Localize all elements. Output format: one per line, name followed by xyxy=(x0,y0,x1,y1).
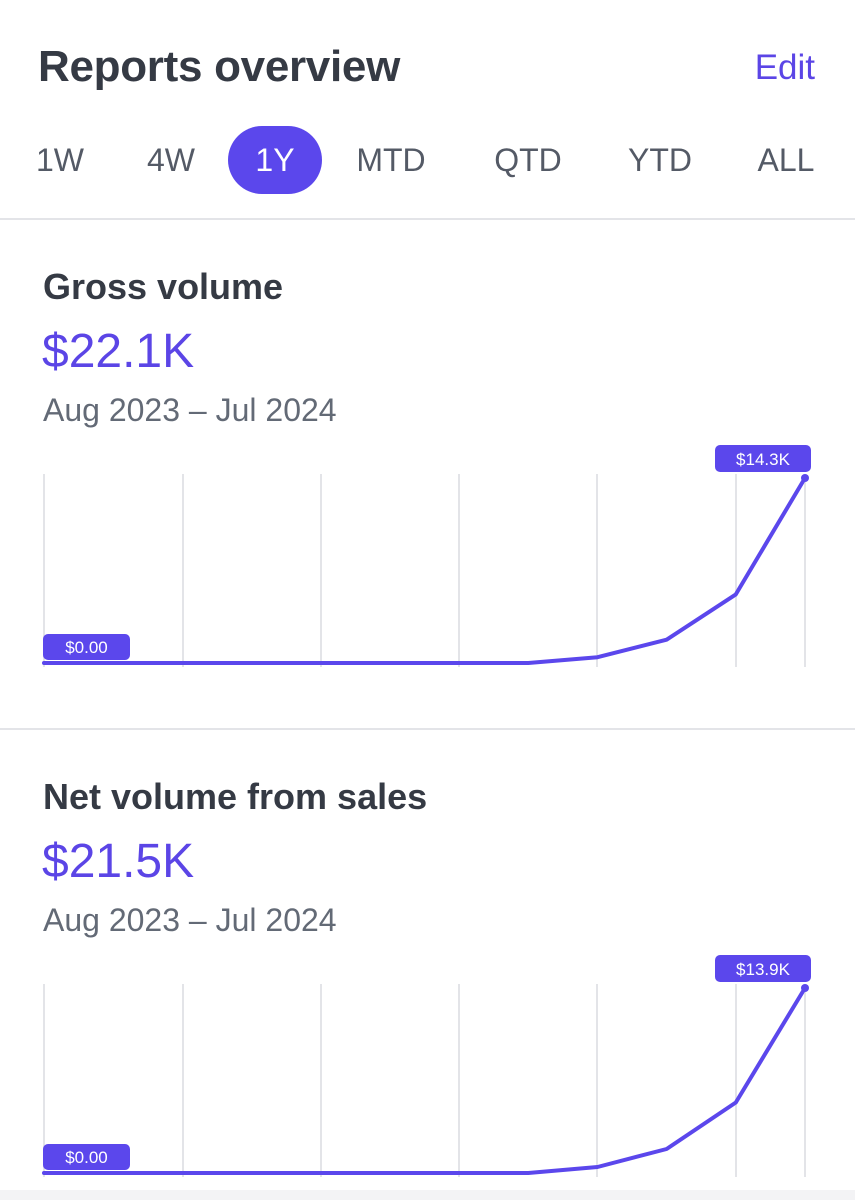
divider xyxy=(0,728,855,730)
chart-end-value: $13.9K xyxy=(736,960,791,979)
period-tabs: 1W 4W 1Y MTD QTD YTD ALL xyxy=(0,122,855,198)
chart-end-point xyxy=(801,984,809,992)
net-volume-chart: $0.00 $13.9K xyxy=(42,955,811,1177)
divider xyxy=(0,218,855,220)
card-value: $22.1K xyxy=(42,325,195,378)
card-date-range: Aug 2023 – Jul 2024 xyxy=(43,392,337,428)
tab-mtd[interactable]: MTD xyxy=(356,142,426,178)
header: Reports overview Edit xyxy=(0,0,855,120)
chart-start-value: $0.00 xyxy=(65,638,108,657)
chart-start-label: $0.00 xyxy=(43,1144,130,1170)
tab-1y[interactable]: 1Y xyxy=(228,126,322,194)
chart-end-label: $13.9K xyxy=(715,955,811,982)
tab-4w[interactable]: 4W xyxy=(147,142,195,178)
chart-start-value: $0.00 xyxy=(65,1148,108,1167)
chart-end-point xyxy=(801,474,809,482)
tab-qtd[interactable]: QTD xyxy=(494,142,562,178)
tab-1w[interactable]: 1W xyxy=(36,142,84,178)
chart-series-line xyxy=(42,476,807,665)
chart-series-line xyxy=(42,986,807,1175)
net-volume-card[interactable]: Net volume from sales $21.5K Aug 2023 – … xyxy=(0,730,855,1200)
chart-end-label: $14.3K xyxy=(715,445,811,472)
edit-button[interactable]: Edit xyxy=(754,48,815,87)
card-value: $21.5K xyxy=(42,835,195,888)
card-title: Net volume from sales xyxy=(43,776,428,817)
card-title: Gross volume xyxy=(43,266,284,307)
gross-volume-chart: $0.00 $14.3K xyxy=(42,445,811,667)
gross-volume-card[interactable]: Gross volume $22.1K Aug 2023 – Jul 2024 … xyxy=(0,220,855,728)
chart-end-value: $14.3K xyxy=(736,450,791,469)
bottom-edge xyxy=(0,1190,855,1200)
tab-ytd[interactable]: YTD xyxy=(628,142,692,178)
chart-start-label: $0.00 xyxy=(43,634,130,660)
card-date-range: Aug 2023 – Jul 2024 xyxy=(43,902,337,938)
page-title: Reports overview xyxy=(38,42,401,91)
tab-all[interactable]: ALL xyxy=(757,142,815,178)
